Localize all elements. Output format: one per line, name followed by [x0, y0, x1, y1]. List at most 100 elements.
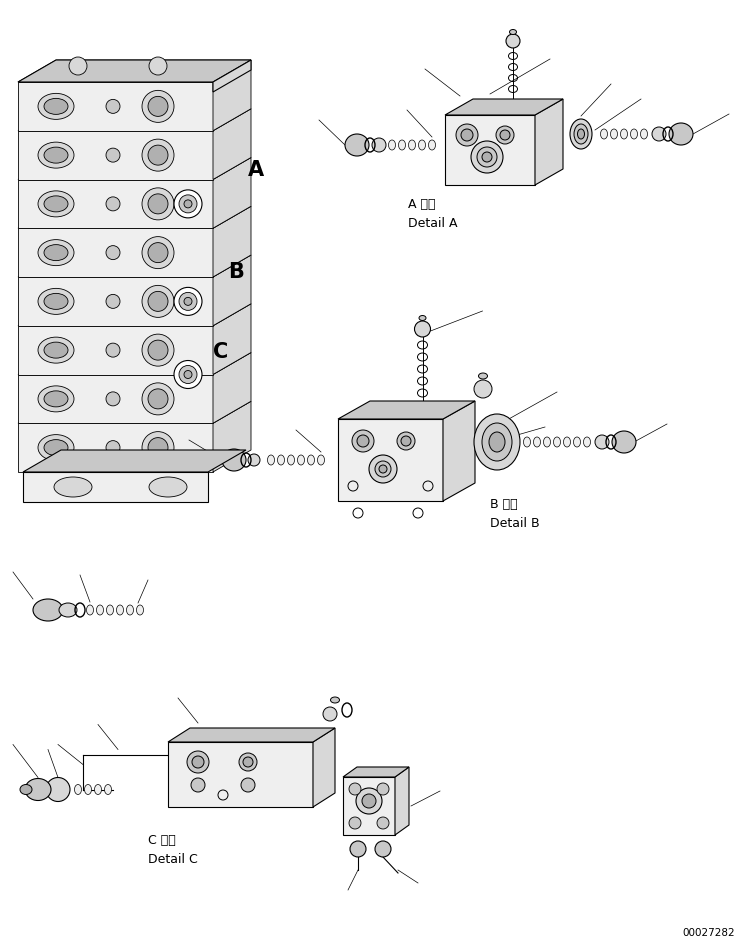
- Ellipse shape: [388, 140, 396, 150]
- Polygon shape: [313, 728, 335, 807]
- Polygon shape: [443, 401, 475, 501]
- Ellipse shape: [478, 373, 487, 379]
- Polygon shape: [18, 228, 213, 277]
- Ellipse shape: [44, 99, 68, 114]
- Polygon shape: [168, 728, 335, 742]
- Circle shape: [187, 751, 209, 773]
- Polygon shape: [18, 277, 213, 326]
- Circle shape: [352, 430, 374, 452]
- Ellipse shape: [641, 129, 647, 139]
- Circle shape: [474, 380, 492, 398]
- Polygon shape: [213, 158, 251, 228]
- Circle shape: [148, 292, 168, 312]
- Ellipse shape: [106, 605, 114, 615]
- Circle shape: [148, 194, 168, 214]
- Polygon shape: [168, 742, 313, 807]
- Ellipse shape: [620, 129, 627, 139]
- Ellipse shape: [104, 785, 112, 794]
- Ellipse shape: [524, 437, 530, 447]
- Circle shape: [106, 148, 120, 162]
- Ellipse shape: [482, 423, 512, 461]
- Ellipse shape: [287, 455, 295, 465]
- Circle shape: [595, 435, 609, 449]
- Ellipse shape: [44, 196, 68, 212]
- Polygon shape: [18, 180, 213, 228]
- Polygon shape: [18, 60, 251, 82]
- Polygon shape: [395, 767, 409, 835]
- Ellipse shape: [38, 93, 74, 120]
- Text: A: A: [248, 160, 264, 180]
- Polygon shape: [213, 60, 251, 131]
- Ellipse shape: [38, 337, 74, 363]
- Circle shape: [148, 145, 168, 165]
- Circle shape: [192, 756, 204, 768]
- Polygon shape: [18, 401, 251, 424]
- Circle shape: [106, 391, 120, 406]
- Ellipse shape: [612, 431, 636, 453]
- Circle shape: [148, 96, 168, 117]
- Circle shape: [482, 152, 492, 162]
- Circle shape: [174, 360, 202, 389]
- Ellipse shape: [74, 785, 82, 794]
- Circle shape: [375, 461, 391, 477]
- Text: 00027282: 00027282: [682, 928, 735, 938]
- Ellipse shape: [38, 435, 74, 461]
- Polygon shape: [18, 108, 251, 131]
- Circle shape: [397, 432, 415, 450]
- Ellipse shape: [222, 449, 246, 471]
- Ellipse shape: [59, 603, 77, 617]
- Circle shape: [142, 237, 174, 269]
- Text: A 詳細
Detail A: A 詳細 Detail A: [408, 198, 458, 230]
- Circle shape: [500, 130, 510, 140]
- Ellipse shape: [38, 191, 74, 217]
- Circle shape: [179, 366, 197, 384]
- Polygon shape: [18, 326, 213, 374]
- Ellipse shape: [554, 437, 560, 447]
- Ellipse shape: [38, 386, 74, 412]
- Polygon shape: [23, 450, 246, 472]
- Circle shape: [106, 343, 120, 357]
- Ellipse shape: [630, 129, 638, 139]
- Polygon shape: [343, 777, 395, 835]
- Ellipse shape: [570, 119, 592, 149]
- Circle shape: [142, 90, 174, 123]
- Ellipse shape: [330, 697, 339, 703]
- Ellipse shape: [318, 455, 324, 465]
- Ellipse shape: [574, 437, 580, 447]
- Ellipse shape: [611, 129, 618, 139]
- Circle shape: [506, 34, 520, 48]
- Circle shape: [456, 124, 478, 146]
- Polygon shape: [18, 374, 213, 424]
- Ellipse shape: [149, 477, 187, 497]
- Ellipse shape: [117, 605, 124, 615]
- Circle shape: [148, 389, 168, 408]
- Polygon shape: [213, 60, 251, 92]
- Circle shape: [377, 817, 389, 829]
- Circle shape: [149, 57, 167, 75]
- Circle shape: [184, 370, 192, 378]
- Ellipse shape: [126, 605, 133, 615]
- Circle shape: [148, 242, 168, 262]
- Circle shape: [142, 285, 174, 317]
- Ellipse shape: [669, 123, 693, 145]
- Circle shape: [174, 287, 202, 315]
- Polygon shape: [18, 206, 251, 228]
- Circle shape: [142, 334, 174, 366]
- Ellipse shape: [97, 605, 103, 615]
- Ellipse shape: [408, 140, 415, 150]
- Circle shape: [243, 757, 253, 767]
- Polygon shape: [213, 352, 251, 424]
- Ellipse shape: [583, 437, 591, 447]
- Ellipse shape: [600, 129, 608, 139]
- Circle shape: [148, 438, 168, 458]
- Polygon shape: [213, 304, 251, 374]
- Circle shape: [496, 126, 514, 144]
- Circle shape: [362, 794, 376, 808]
- Ellipse shape: [510, 29, 516, 34]
- Ellipse shape: [44, 294, 68, 310]
- Ellipse shape: [419, 315, 426, 320]
- Circle shape: [401, 436, 411, 446]
- Circle shape: [106, 246, 120, 259]
- Ellipse shape: [418, 140, 426, 150]
- Ellipse shape: [44, 390, 68, 407]
